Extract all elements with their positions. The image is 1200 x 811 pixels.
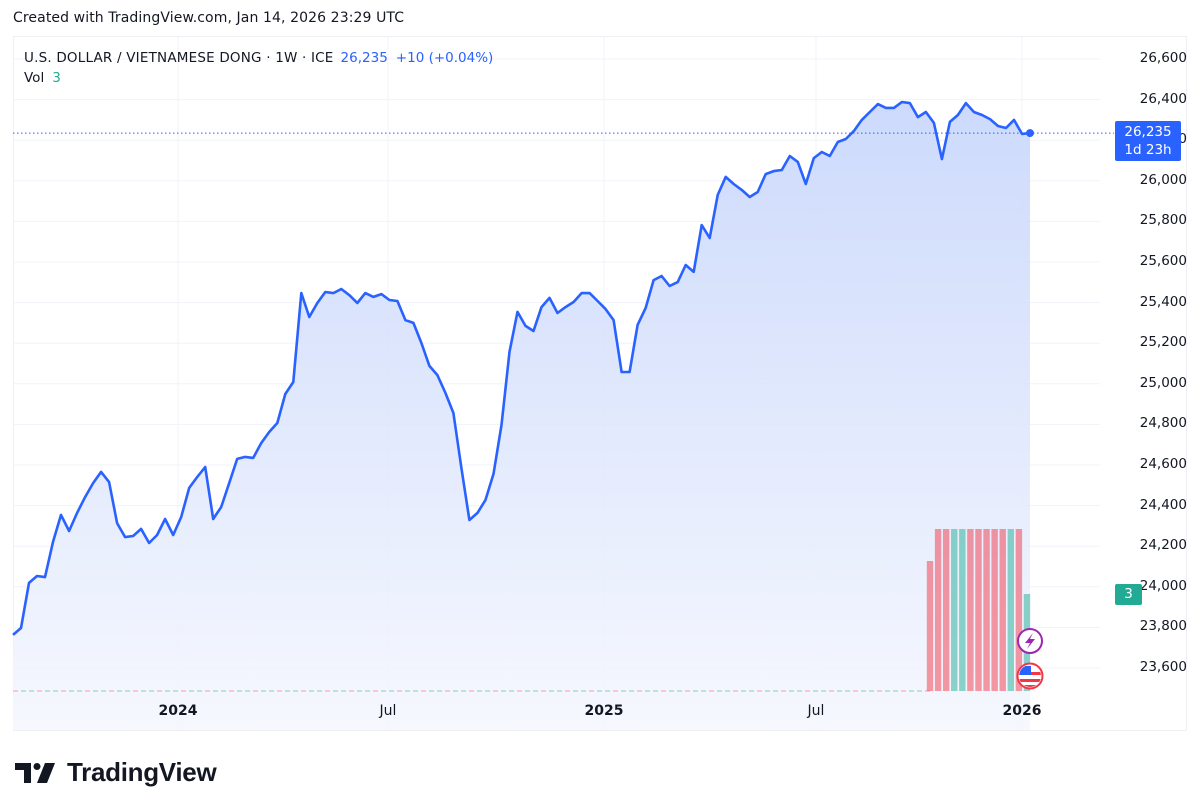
created-with-credit: Created with TradingView.com, Jan 14, 20… [13, 10, 405, 26]
time-tick-label: 2026 [1002, 703, 1042, 719]
price-tick-label: 24,400 [1139, 496, 1187, 513]
volume-bar [1007, 529, 1014, 691]
last-price-label: 26,235 1d 23h [1115, 121, 1181, 161]
volume-bar [942, 529, 950, 691]
volume-bar [959, 529, 966, 691]
price-tick-label: 24,200 [1139, 537, 1187, 554]
tradingview-logo-text: TradingView [67, 757, 217, 787]
volume-bar [1015, 529, 1023, 691]
tradingview-logo[interactable]: TradingView [15, 757, 217, 788]
price-tick-label: 25,800 [1139, 212, 1187, 229]
lightning-glyph [1025, 633, 1035, 649]
volume-axis-label: 3 [1115, 584, 1142, 605]
volume-bar [967, 529, 974, 691]
volume-bar [983, 529, 990, 691]
volume-bar [975, 529, 982, 691]
area-fill [13, 102, 1030, 730]
volume-bar [951, 529, 958, 691]
price-tick-label: 23,600 [1139, 659, 1187, 675]
bar-countdown: 1d 23h [1124, 142, 1172, 158]
volume-value: 3 [52, 70, 61, 86]
price-line [12, 100, 1031, 636]
last-price-value: 26,235 [1124, 124, 1172, 140]
time-tick-label: Jul [379, 703, 397, 719]
price-tick-label: 25,600 [1139, 253, 1187, 269]
tradingview-logo-icon [15, 762, 55, 783]
legend-last-price: 26,235 [340, 50, 388, 66]
volume-bar [991, 529, 998, 691]
price-tick-label: 25,400 [1139, 293, 1187, 310]
volume-label[interactable]: Vol [24, 70, 45, 86]
event-lightning[interactable] [1017, 628, 1043, 654]
price-tick-label: 26,600 [1139, 50, 1187, 66]
price-tick-label: 25,000 [1139, 374, 1187, 391]
last-price-dot [1026, 129, 1034, 138]
symbol-title[interactable]: U.S. DOLLAR / VIETNAMESE DONG · 1W · ICE [24, 50, 334, 66]
volume-bar [999, 529, 1006, 691]
event-us-flag[interactable] [1016, 662, 1044, 690]
price-tick-label: 24,800 [1139, 415, 1187, 432]
price-tick-label: 25,200 [1139, 334, 1187, 351]
chart-legend: U.S. DOLLAR / VIETNAMESE DONG · 1W · ICE… [24, 48, 493, 88]
legend-change: +10 (+0.04%) [395, 50, 494, 66]
price-tick-label: 23,800 [1139, 618, 1187, 635]
volume-bar [926, 561, 934, 691]
price-tick-label: 26,400 [1139, 90, 1187, 107]
price-tick-label: 24,600 [1139, 456, 1187, 472]
time-tick-label: 2024 [158, 703, 198, 719]
time-tick-label: 2025 [584, 703, 624, 719]
volume-bar [934, 529, 942, 691]
time-tick-label: Jul [807, 703, 825, 719]
price-tick-label: 24,000 [1139, 577, 1187, 594]
price-tick-label: 26,000 [1139, 171, 1187, 188]
